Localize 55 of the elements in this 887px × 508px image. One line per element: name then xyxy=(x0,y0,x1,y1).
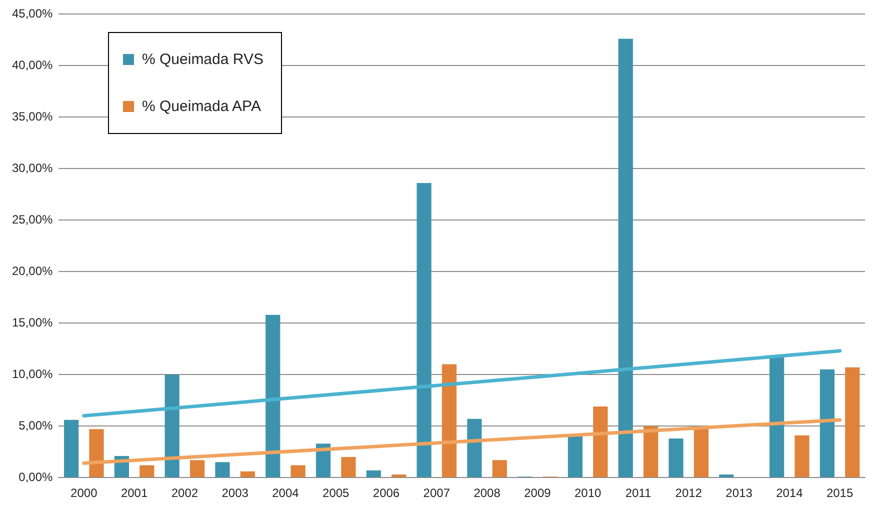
x-tick-label: 2010 xyxy=(574,486,602,500)
y-tick-label: 40,00% xyxy=(12,58,54,72)
y-tick-label: 10,00% xyxy=(12,366,54,381)
bar xyxy=(392,474,406,478)
bar xyxy=(366,470,381,478)
x-tick-label: 2001 xyxy=(120,486,148,500)
x-tick-label: 2015 xyxy=(826,486,854,500)
bar xyxy=(89,429,104,478)
bar xyxy=(140,465,154,478)
y-tick-label: 30,00% xyxy=(12,160,54,175)
x-tick-label: 2014 xyxy=(776,486,804,500)
y-tick-label: 20,00% xyxy=(12,264,54,278)
bar xyxy=(240,471,255,478)
y-tick-label: 5,00% xyxy=(18,418,54,432)
bar xyxy=(341,456,356,478)
bar xyxy=(719,474,734,478)
bar xyxy=(794,435,810,478)
bar xyxy=(568,434,583,478)
x-tick-label: 2000 xyxy=(70,486,98,500)
y-tick-label: 35,00% xyxy=(12,109,54,124)
x-tick-label: 2008 xyxy=(474,486,501,500)
x-tick-label: 2005 xyxy=(322,486,350,500)
bar xyxy=(190,460,205,478)
y-tick-label: 0,00% xyxy=(18,470,54,484)
y-tick-label: 15,00% xyxy=(12,315,54,330)
y-tick-label: 45,00% xyxy=(12,6,54,20)
x-tick-label: 2013 xyxy=(726,486,753,500)
bar xyxy=(266,314,280,478)
bar xyxy=(467,418,482,478)
bar xyxy=(694,428,709,478)
bar xyxy=(618,38,633,478)
bar xyxy=(215,462,230,478)
bar xyxy=(770,356,784,478)
bar xyxy=(593,406,608,478)
bar xyxy=(290,465,306,478)
bar xyxy=(492,460,507,478)
x-tick-label: 2009 xyxy=(524,486,552,500)
y-tick-label: 25,00% xyxy=(12,212,54,226)
legend-label: % Queimada RVS xyxy=(142,51,264,68)
bar xyxy=(164,374,180,478)
bar xyxy=(644,426,658,478)
x-tick-label: 2002 xyxy=(171,486,198,500)
x-tick-label: 2006 xyxy=(372,486,400,500)
x-tick-label: 2012 xyxy=(675,486,702,500)
legend-label: % Queimada APA xyxy=(142,98,261,115)
x-tick-label: 2007 xyxy=(423,486,450,500)
bar xyxy=(416,182,432,478)
x-tick-label: 2003 xyxy=(222,486,249,500)
bar xyxy=(820,369,835,478)
x-tick-label: 2004 xyxy=(272,486,300,500)
bar xyxy=(845,367,860,478)
bar xyxy=(668,438,684,478)
bar xyxy=(442,364,457,478)
bar xyxy=(64,420,79,478)
x-tick-label: 2011 xyxy=(625,486,652,500)
